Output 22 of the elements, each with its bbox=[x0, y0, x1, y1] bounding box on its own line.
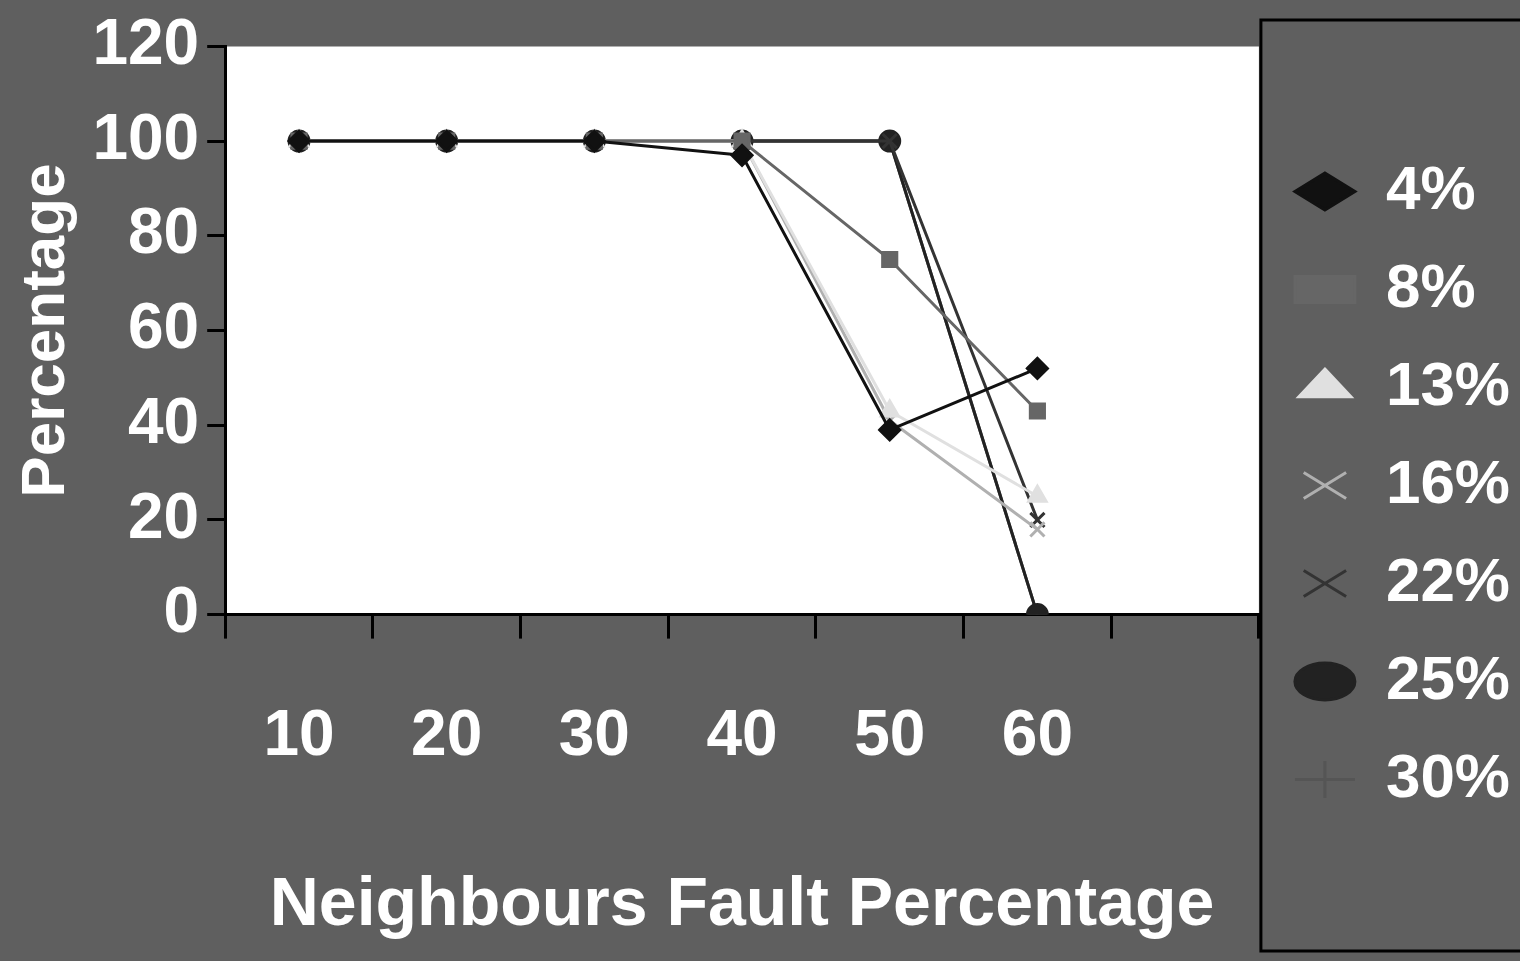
y-tick-label: 60 bbox=[127, 290, 200, 363]
y-tick-label: 40 bbox=[127, 384, 200, 457]
y-axis-title: Percentage bbox=[8, 163, 78, 498]
y-tick-label: 100 bbox=[92, 100, 200, 173]
y-tick-label: 20 bbox=[127, 479, 200, 552]
x-tick-label: 20 bbox=[411, 696, 483, 769]
legend-label: 30% bbox=[1385, 740, 1510, 810]
x-tick-label: 40 bbox=[706, 696, 778, 769]
x-axis-title: Neighbours Fault Percentage bbox=[269, 862, 1215, 939]
legend-label: 8% bbox=[1385, 250, 1476, 320]
x-tick-label: 30 bbox=[558, 696, 630, 769]
x-tick-label: 10 bbox=[263, 696, 335, 769]
legend-label: 25% bbox=[1385, 642, 1510, 712]
x-tick-label: 60 bbox=[1001, 696, 1073, 769]
legend-label: 4% bbox=[1385, 152, 1476, 222]
legend-label: 22% bbox=[1385, 544, 1510, 614]
y-tick-label: 0 bbox=[163, 574, 200, 647]
y-tick-label: 120 bbox=[92, 6, 200, 79]
y-tick-label: 80 bbox=[127, 195, 200, 268]
x-tick-label: 50 bbox=[854, 696, 926, 769]
legend-label: 16% bbox=[1385, 446, 1510, 516]
legend-label: 13% bbox=[1385, 348, 1510, 418]
